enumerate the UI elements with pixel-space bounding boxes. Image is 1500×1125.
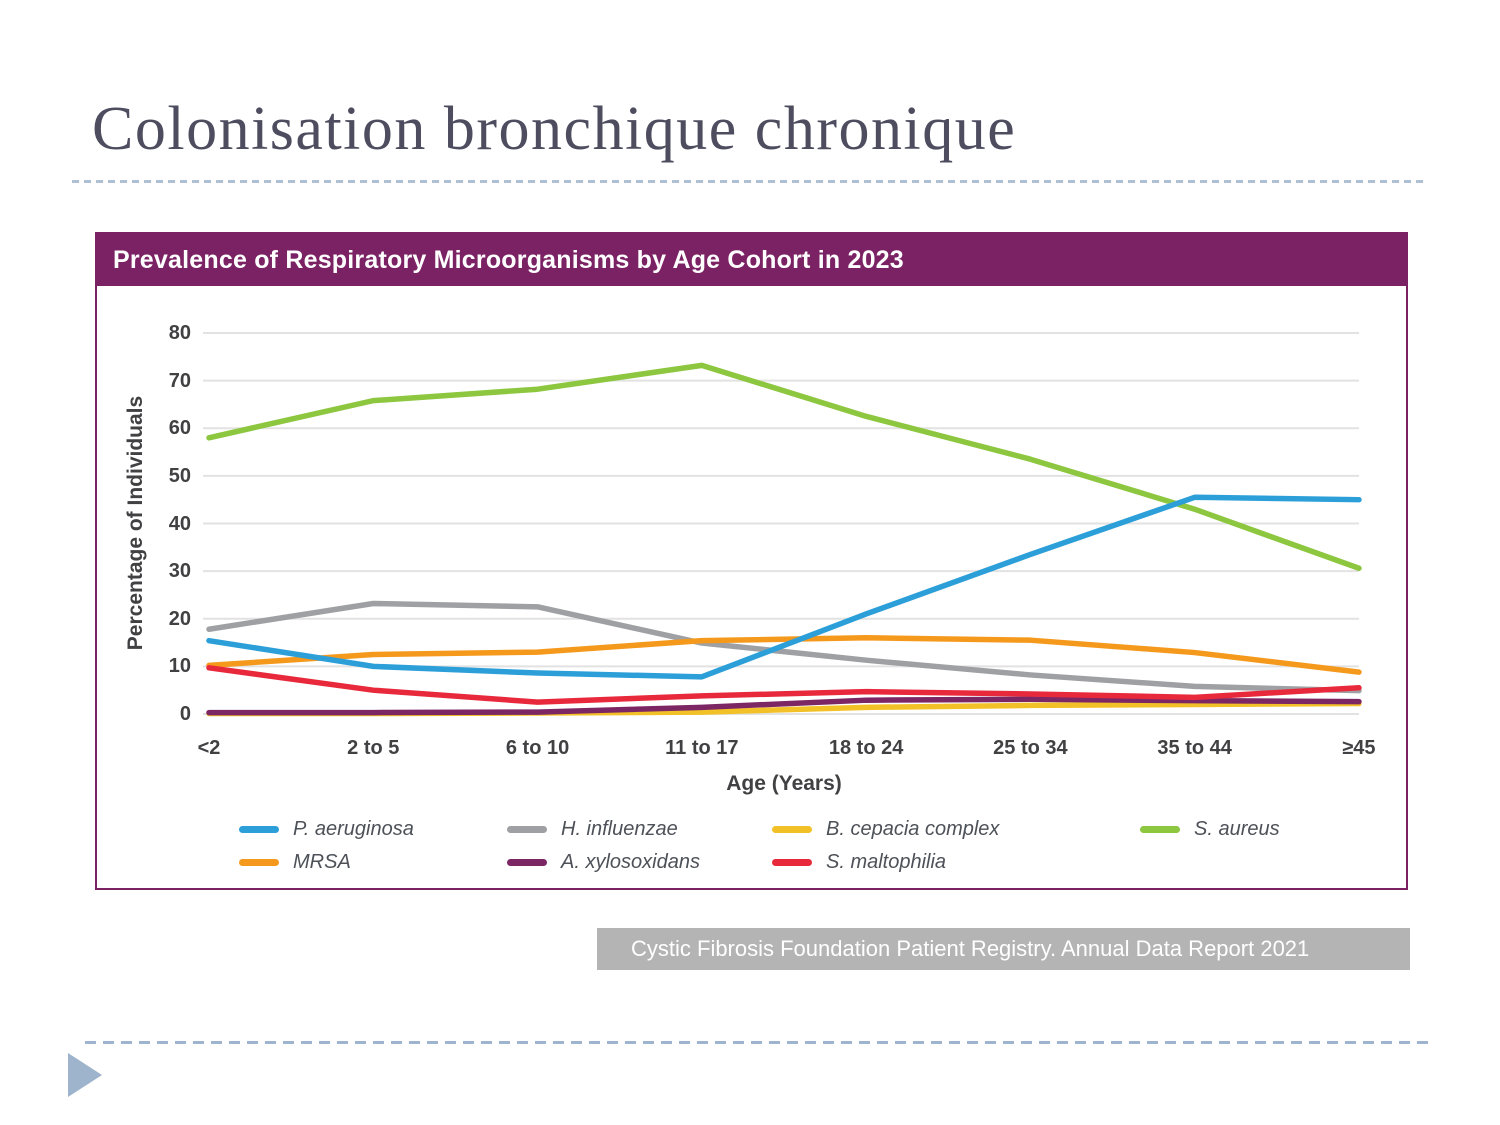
legend-label: H. influenzae — [561, 817, 678, 840]
legend-item-mrsa: MRSA — [239, 849, 351, 875]
y-tick-label-80: 80 — [168, 322, 191, 344]
x-tick-label-0: <2 — [197, 737, 221, 759]
y-tick-label-60: 60 — [168, 417, 191, 440]
footer-dashed-line — [85, 1041, 1428, 1044]
source-citation: Cystic Fibrosis Foundation Patient Regis… — [597, 928, 1410, 970]
legend-swatch-icon — [507, 858, 547, 866]
legend-item-a-xylosoxidans: A. xylosoxidans — [507, 849, 700, 875]
x-tick-label-3: 11 to 17 — [665, 737, 739, 759]
x-tick-label-7: ≥45 — [1342, 737, 1376, 759]
legend-swatch-icon — [507, 825, 547, 833]
y-tick-label-0: 0 — [179, 703, 191, 725]
series-line-a-xylosoxidans — [206, 696, 1362, 716]
y-tick-label-20: 20 — [168, 607, 191, 630]
slide-title: Colonisation bronchique chronique — [92, 95, 1017, 163]
chart-card: Prevalence of Respiratory Microorganisms… — [95, 232, 1408, 890]
y-tick-label-70: 70 — [168, 369, 191, 392]
legend-swatch-icon — [239, 825, 279, 833]
series-line-s-aureus — [206, 362, 1362, 572]
legend-item-b-cepacia-complex: B. cepacia complex — [772, 816, 999, 842]
series-line-p-aeruginosa — [206, 494, 1362, 680]
legend-swatch-icon — [772, 858, 812, 866]
x-tick-label-2: 6 to 10 — [505, 737, 570, 759]
title-divider-dashed-line — [72, 180, 1428, 183]
legend-item-s-maltophilia: S. maltophilia — [772, 849, 946, 875]
series-line-h-influenzae — [206, 600, 1362, 694]
chart-plot: Percentage of Individuals Age (Years) P.… — [97, 286, 1406, 886]
chart-title-bar: Prevalence of Respiratory Microorganisms… — [97, 234, 1406, 286]
legend-item-h-influenzae: H. influenzae — [507, 816, 678, 842]
legend-label: P. aeruginosa — [293, 817, 414, 840]
legend-label: MRSA — [293, 850, 351, 873]
legend-label: A. xylosoxidans — [561, 850, 700, 873]
legend-swatch-icon — [1140, 825, 1180, 833]
x-tick-label-5: 25 to 34 — [993, 737, 1068, 759]
y-tick-label-10: 10 — [168, 655, 191, 678]
y-tick-label-40: 40 — [168, 512, 191, 535]
series-line-mrsa — [206, 635, 1362, 675]
x-tick-label-1: 2 to 5 — [347, 737, 400, 759]
legend-swatch-icon — [772, 825, 812, 833]
chart-canvas — [203, 332, 1362, 717]
x-tick-label-4: 18 to 24 — [828, 737, 904, 759]
legend-label: S. aureus — [1194, 817, 1280, 840]
legend-item-s-aureus: S. aureus — [1140, 816, 1280, 842]
x-tick-label-6: 35 to 44 — [1157, 737, 1232, 759]
legend-label: B. cepacia complex — [826, 817, 1000, 840]
legend-item-p-aeruginosa: P. aeruginosa — [239, 816, 414, 842]
legend-swatch-icon — [239, 858, 279, 866]
x-axis-title: Age (Years) — [726, 772, 842, 795]
series-line-s-maltophilia — [206, 665, 1362, 705]
y-tick-label-30: 30 — [168, 560, 191, 583]
legend-label: S. maltophilia — [826, 850, 947, 873]
y-tick-label-50: 50 — [168, 464, 191, 487]
chart-legend: P. aeruginosa H. influenzae B. cepacia com… — [97, 816, 1406, 886]
play-triangle-icon — [68, 1053, 102, 1097]
chart-title: Prevalence of Respiratory Microorganisms… — [113, 245, 904, 274]
